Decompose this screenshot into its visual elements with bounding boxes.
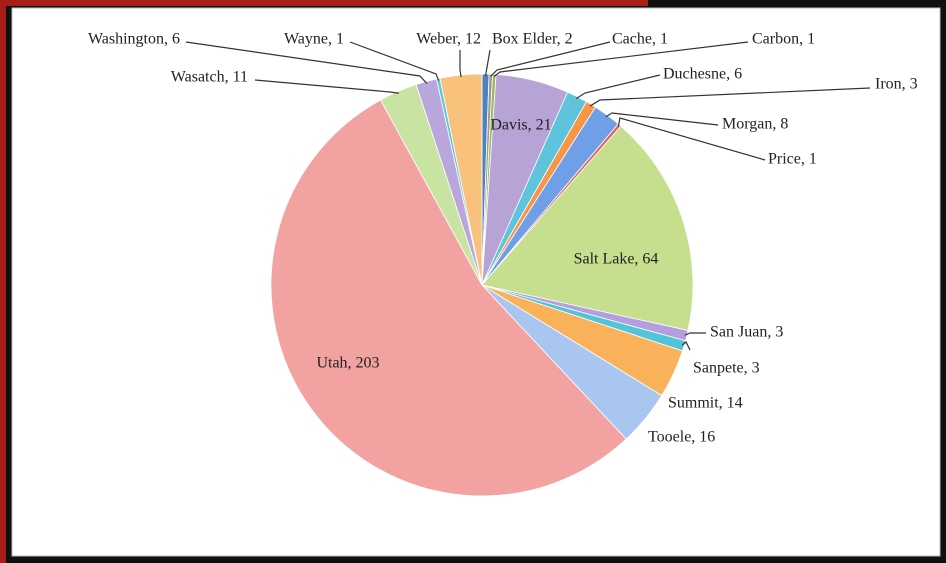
leader-line [493, 41, 749, 77]
data-label: Salt Lake, 64 [574, 251, 659, 268]
data-label: Summit, 14 [668, 395, 743, 412]
frame-accent [0, 0, 6, 563]
data-label: Sanpete, 3 [693, 360, 760, 377]
data-label: Utah, 203 [316, 355, 379, 372]
leader-line [490, 41, 611, 77]
leader-line [575, 74, 661, 99]
data-label: Wasatch, 11 [171, 69, 248, 86]
leader-line [459, 50, 462, 78]
leader-line [684, 332, 706, 336]
data-label: Morgan, 8 [722, 116, 788, 133]
data-label: Iron, 3 [875, 76, 918, 93]
data-label: Carbon, 1 [752, 31, 815, 48]
data-label: Washington, 6 [88, 31, 180, 48]
leader-line [185, 41, 428, 84]
leader-line [617, 117, 766, 161]
data-label: Davis, 21 [490, 117, 551, 134]
frame-accent [0, 0, 648, 6]
data-label: Wayne, 1 [284, 31, 344, 48]
data-label: Box Elder, 2 [492, 31, 573, 48]
data-label: San Juan, 3 [710, 324, 783, 341]
data-label: Tooele, 16 [648, 429, 715, 446]
leader-line [349, 41, 440, 81]
data-label: Duchesne, 6 [663, 66, 742, 83]
pie-slice [481, 125, 694, 331]
data-label: Weber, 12 [416, 31, 481, 48]
leader-line [681, 341, 691, 351]
leader-line [589, 87, 871, 107]
data-label: Cache, 1 [612, 31, 668, 48]
leader-line [254, 79, 399, 94]
pie-slice [270, 99, 627, 497]
data-label: Price, 1 [768, 151, 817, 168]
leader-line [605, 112, 719, 126]
leader-line [484, 49, 491, 77]
